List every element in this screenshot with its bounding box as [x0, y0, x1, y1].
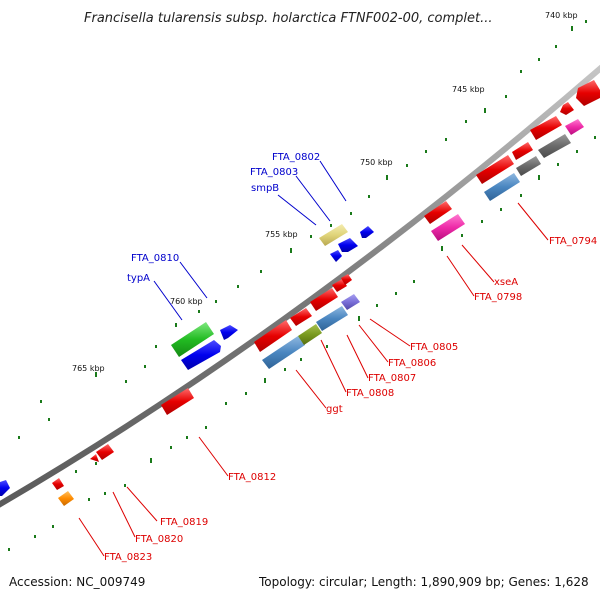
inner-tick-row — [52, 136, 596, 528]
gene-label-fta0810[interactable]: FTA_0810 — [131, 253, 179, 264]
gene-label-fta0823[interactable]: FTA_0823 — [104, 552, 152, 563]
gene-label-fta0819[interactable]: FTA_0819 — [160, 517, 208, 528]
feature-red-reverse[interactable] — [530, 116, 562, 140]
scale-label-745: 745 kbp — [452, 85, 485, 94]
feature-red-reverse[interactable] — [341, 274, 352, 285]
feature-blue-forward[interactable] — [330, 250, 342, 262]
gene-label-typa[interactable]: typA — [127, 273, 150, 284]
feature-blue-forward[interactable] — [181, 340, 221, 370]
gene-label-fta0802[interactable]: FTA_0802 — [272, 152, 320, 163]
gene-label-ggt[interactable]: ggt — [326, 404, 343, 415]
gene-label-fta0805[interactable]: FTA_0805 — [410, 342, 458, 353]
feature-red-reverse[interactable] — [424, 201, 452, 224]
gene-label-fta0798[interactable]: FTA_0798 — [474, 292, 522, 303]
scale-label-765: 765 kbp — [72, 364, 105, 373]
map-title: Francisella tularensis subsp. holarctica… — [84, 11, 493, 26]
feature-red-forward[interactable] — [560, 102, 574, 115]
gene-label-fta0794[interactable]: FTA_0794 — [549, 236, 597, 247]
feature-red-reverse[interactable] — [512, 142, 533, 160]
gene-label-fta0803[interactable]: FTA_0803 — [250, 167, 298, 178]
feature-red-reverse[interactable] — [310, 288, 338, 311]
genome-summary-text: Topology: circular; Length: 1,890,909 bp… — [258, 575, 589, 589]
genome-backbone — [0, 64, 600, 508]
feature-red-reverse[interactable] — [90, 454, 99, 462]
feature-olive-reverse[interactable] — [298, 324, 322, 345]
feature-steel-reverse[interactable] — [484, 173, 520, 201]
scale-label-760: 760 kbp — [170, 297, 203, 306]
scale-label-750: 750 kbp — [360, 158, 393, 167]
feature-blue-forward[interactable] — [338, 238, 358, 252]
scale-label-740: 740 kbp — [545, 11, 578, 20]
feature-pink-reverse[interactable] — [431, 214, 465, 241]
feature-red-reverse[interactable] — [332, 279, 347, 292]
reverse-features — [52, 116, 584, 506]
feature-pink-reverse[interactable] — [565, 119, 584, 135]
feature-purple-reverse[interactable] — [341, 294, 360, 310]
feature-steel-reverse[interactable] — [316, 306, 348, 331]
gene-label-fta0812[interactable]: FTA_0812 — [228, 472, 276, 483]
feature-red-reverse[interactable] — [96, 444, 114, 460]
feature-red-reverse[interactable] — [52, 478, 64, 490]
accession-text: Accession: NC_009749 — [9, 575, 145, 589]
feature-blue-forward[interactable] — [360, 226, 374, 238]
gene-label-fta0820[interactable]: FTA_0820 — [135, 534, 183, 545]
gene-label-smpb[interactable]: smpB — [251, 183, 279, 194]
feature-red-reverse[interactable] — [476, 155, 514, 184]
gene-label-fta0808[interactable]: FTA_0808 — [346, 388, 394, 399]
feature-green-forward[interactable] — [171, 322, 214, 357]
outer-tick-row — [8, 20, 587, 551]
gene-label-fta0807[interactable]: FTA_0807 — [368, 373, 416, 384]
feature-orange-reverse[interactable] — [58, 491, 74, 506]
feature-red-reverse[interactable] — [254, 320, 292, 352]
forward-leaders — [153, 160, 347, 321]
feature-blue-forward[interactable] — [220, 325, 238, 340]
feature-red-reverse[interactable] — [290, 308, 312, 326]
feature-gray-reverse[interactable] — [538, 134, 571, 158]
feature-red-forward[interactable] — [576, 80, 600, 106]
scale-label-755: 755 kbp — [265, 230, 298, 239]
feature-steel-reverse[interactable] — [262, 336, 305, 369]
gene-label-xsea[interactable]: xseA — [494, 277, 518, 288]
feature-gray-reverse[interactable] — [516, 156, 541, 176]
feature-khaki-forward[interactable] — [319, 224, 348, 246]
feature-blue-forward[interactable] — [0, 480, 10, 496]
feature-red-reverse[interactable] — [161, 388, 194, 415]
reverse-leaders — [78, 202, 549, 557]
gene-label-fta0806[interactable]: FTA_0806 — [388, 358, 436, 369]
forward-features — [0, 80, 600, 496]
